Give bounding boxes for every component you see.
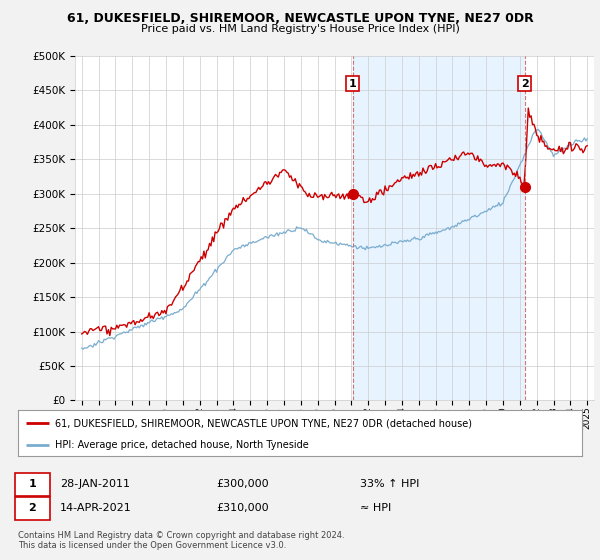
Text: 1: 1 <box>349 78 356 88</box>
Text: Contains HM Land Registry data © Crown copyright and database right 2024.
This d: Contains HM Land Registry data © Crown c… <box>18 531 344 550</box>
Text: ≈ HPI: ≈ HPI <box>360 503 391 514</box>
Text: 33% ↑ HPI: 33% ↑ HPI <box>360 479 419 489</box>
Text: HPI: Average price, detached house, North Tyneside: HPI: Average price, detached house, Nort… <box>55 440 308 450</box>
Text: 61, DUKESFIELD, SHIREMOOR, NEWCASTLE UPON TYNE, NE27 0DR (detached house): 61, DUKESFIELD, SHIREMOOR, NEWCASTLE UPO… <box>55 418 472 428</box>
Text: 61, DUKESFIELD, SHIREMOOR, NEWCASTLE UPON TYNE, NE27 0DR: 61, DUKESFIELD, SHIREMOOR, NEWCASTLE UPO… <box>67 12 533 25</box>
Text: 2: 2 <box>29 503 36 514</box>
Text: £300,000: £300,000 <box>216 479 269 489</box>
Text: 1: 1 <box>29 479 36 489</box>
Text: Price paid vs. HM Land Registry's House Price Index (HPI): Price paid vs. HM Land Registry's House … <box>140 24 460 34</box>
Text: 14-APR-2021: 14-APR-2021 <box>60 503 132 514</box>
Text: 2: 2 <box>521 78 529 88</box>
Text: 28-JAN-2011: 28-JAN-2011 <box>60 479 130 489</box>
Text: £310,000: £310,000 <box>216 503 269 514</box>
Bar <box>353 56 524 400</box>
